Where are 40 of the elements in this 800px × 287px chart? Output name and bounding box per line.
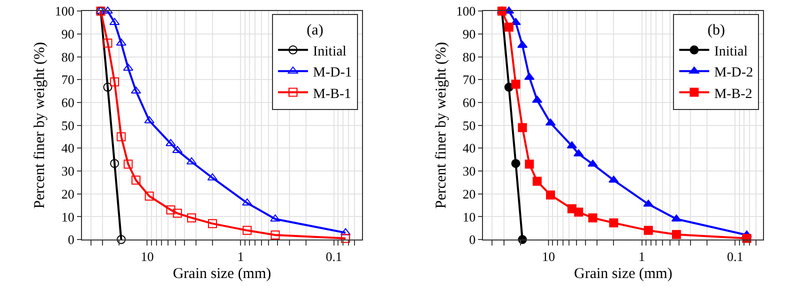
y-tick-label: 10 (61, 209, 74, 224)
y-tick-label: 10 (462, 209, 476, 224)
y-tick-label: 60 (462, 95, 476, 110)
y-tick-label: 30 (61, 164, 74, 179)
x-tick-label: 10 (542, 249, 555, 264)
x-tick-label: 0.1 (726, 249, 744, 264)
y-tick-label: 90 (462, 26, 476, 42)
legend-title: (a) (306, 22, 324, 38)
y-tick-label: 70 (462, 72, 476, 88)
y-tick-label: 0 (469, 232, 476, 248)
x-tick-label: 1 (638, 249, 646, 264)
legend-label: Initial (714, 44, 748, 60)
legend-label: M-D-2 (714, 66, 754, 81)
y-tick-label: 80 (61, 49, 74, 64)
y-tick-label: 40 (462, 140, 476, 156)
y-tick-label: 100 (456, 4, 476, 19)
y-tick-label: 20 (462, 186, 476, 202)
x-tick-label: 1 (237, 249, 244, 264)
y-tick-label: 30 (462, 164, 476, 179)
x-axis-title: Grain size (mm) (172, 266, 272, 282)
legend-label: M-D-1 (313, 66, 352, 81)
legend-title: (b) (707, 22, 725, 38)
y-tick-label: 50 (462, 118, 476, 133)
y-tick-label: 20 (61, 186, 74, 202)
legend-label: M-B-1 (313, 86, 352, 102)
y-tick-label: 70 (61, 72, 74, 88)
y-tick-label: 40 (61, 140, 74, 156)
y-tick-label: 60 (61, 95, 74, 110)
y-tick-label: 90 (61, 26, 74, 42)
y-axis-title: Percent finer by weight (%) (32, 42, 48, 209)
legend-label: Initial (313, 44, 347, 60)
y-axis-title: Percent finer by weight (%) (433, 42, 450, 209)
y-tick-label: 100 (54, 4, 74, 19)
x-axis-title: Grain size (mm) (574, 266, 672, 282)
y-tick-label: 50 (61, 118, 74, 133)
legend-label: M-B-2 (714, 86, 752, 102)
y-tick-label: 0 (68, 232, 74, 248)
x-tick-label: 10 (140, 249, 154, 264)
y-tick-label: 80 (462, 49, 476, 64)
x-tick-label: 0.1 (326, 249, 342, 264)
